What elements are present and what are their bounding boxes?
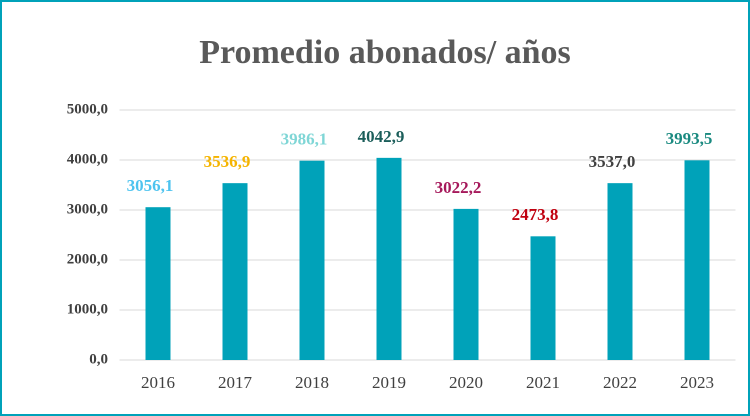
bar (530, 236, 556, 360)
y-tick-label: 2000,0 (67, 251, 108, 267)
x-tick-label: 2019 (372, 373, 406, 392)
y-tick-label: 0,0 (89, 351, 108, 367)
x-tick-label: 2017 (218, 373, 253, 392)
data-label: 3986,1 (281, 130, 328, 149)
data-label: 3056,1 (127, 176, 174, 195)
x-tick-label: 2022 (603, 373, 637, 392)
y-tick-label: 5000,0 (67, 101, 108, 117)
data-label: 3993,5 (666, 129, 713, 148)
bar (145, 207, 171, 360)
data-label: 3536,9 (204, 152, 251, 171)
y-tick-label: 3000,0 (67, 201, 108, 217)
x-tick-label: 2016 (141, 373, 175, 392)
x-tick-label: 2020 (449, 373, 483, 392)
data-label: 3022,2 (435, 178, 482, 197)
x-tick-label: 2018 (295, 373, 329, 392)
bar (607, 183, 633, 360)
data-label: 2473,8 (512, 205, 559, 224)
bar (453, 208, 479, 360)
bar (222, 183, 248, 360)
x-tick-label: 2023 (680, 373, 714, 392)
bar (299, 160, 325, 360)
chart-title: Promedio abonados/ años (199, 34, 571, 71)
data-label: 3537,0 (589, 152, 636, 171)
bar (376, 157, 402, 360)
y-tick-label: 4000,0 (67, 151, 108, 167)
y-tick-label: 1000,0 (67, 301, 108, 317)
bar (684, 160, 710, 360)
data-label: 4042,9 (358, 127, 405, 146)
x-tick-label: 2021 (526, 373, 560, 392)
